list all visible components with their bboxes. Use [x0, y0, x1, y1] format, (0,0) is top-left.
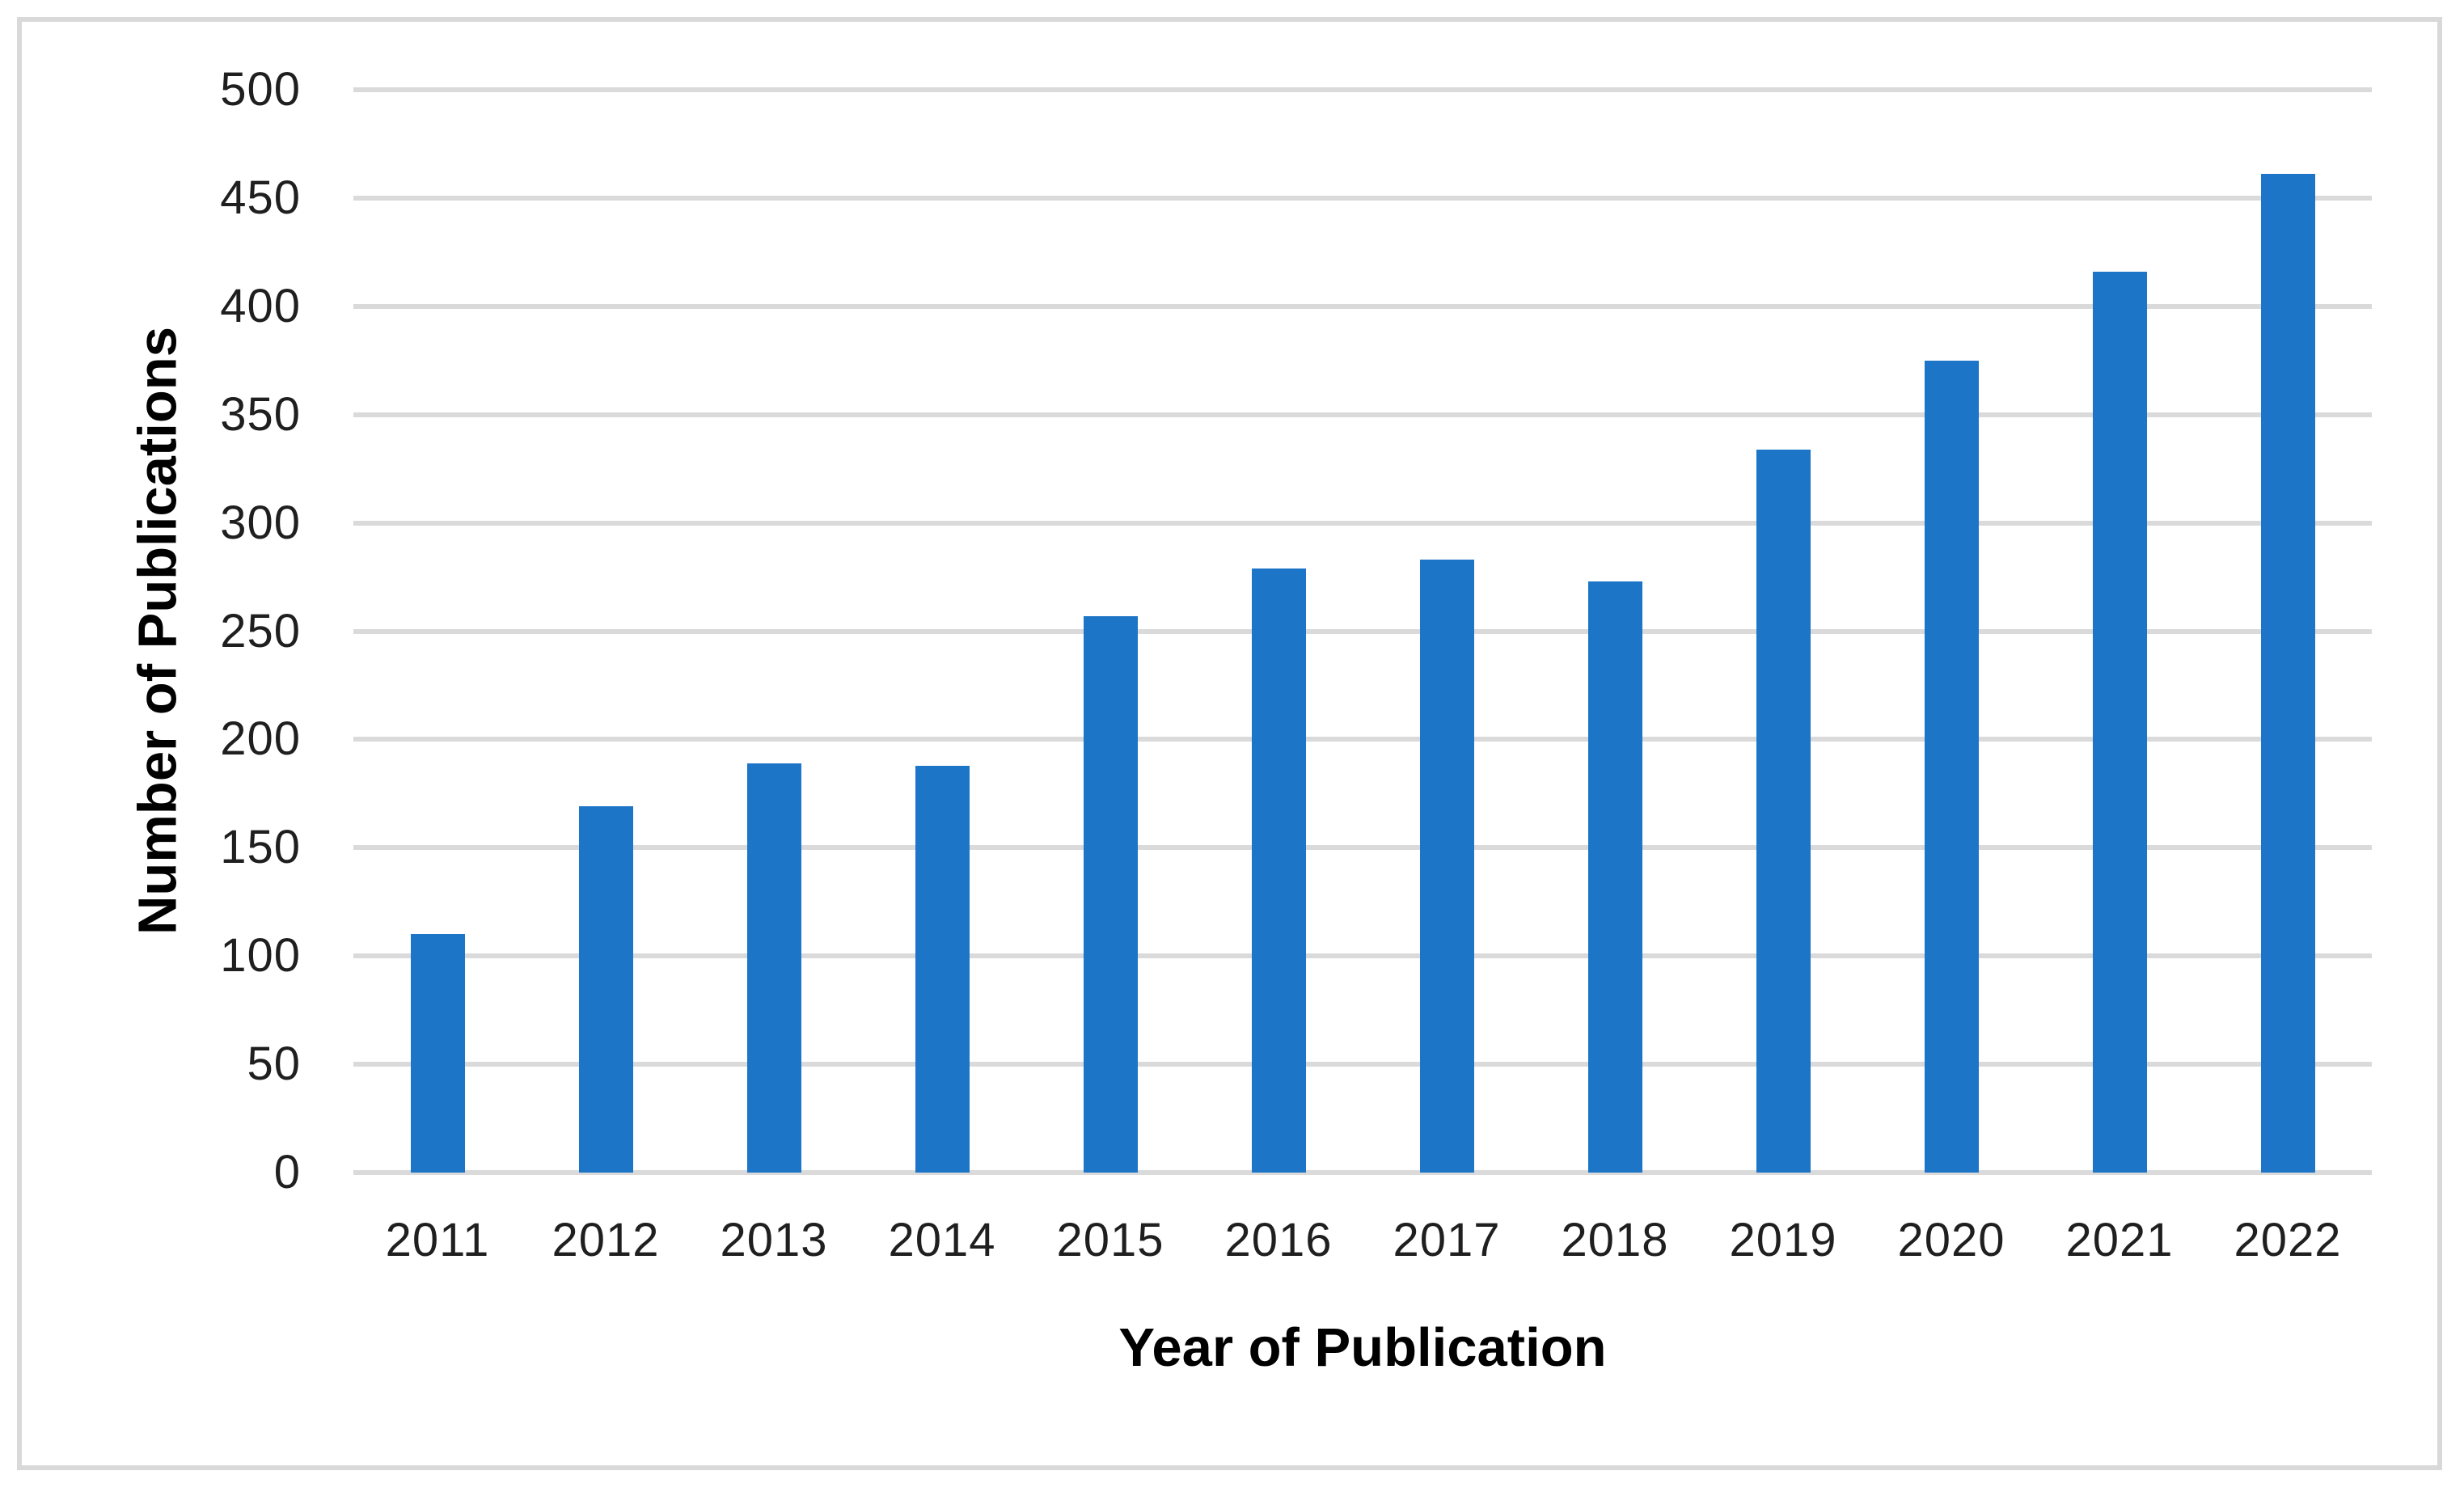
x-tick-label-2017: 2017 — [1393, 1214, 1501, 1266]
gridline-150 — [353, 845, 2372, 851]
y-tick-label-200: 200 — [220, 712, 301, 766]
gridline-350 — [353, 412, 2372, 417]
gridline-250 — [353, 628, 2372, 634]
bar-2021 — [2092, 271, 2147, 1173]
x-tick-label-2011: 2011 — [385, 1214, 490, 1266]
gridline-500 — [353, 87, 2372, 92]
y-tick-label-100: 100 — [220, 929, 301, 983]
gridline-200 — [353, 737, 2372, 742]
x-tick-label-2022: 2022 — [2234, 1214, 2342, 1266]
gridline-50 — [353, 1062, 2372, 1067]
bar-2015 — [1083, 615, 1138, 1173]
plot-area — [353, 87, 2372, 1175]
gridline-450 — [353, 195, 2372, 201]
gridline-100 — [353, 953, 2372, 959]
bar-2022 — [2260, 174, 2315, 1173]
x-tick-label-2018: 2018 — [1561, 1214, 1669, 1266]
x-tick-label-2020: 2020 — [1897, 1214, 2005, 1266]
x-tick-label-2012: 2012 — [552, 1214, 660, 1266]
bar-2020 — [1924, 360, 1979, 1173]
figure-border — [17, 17, 2442, 1470]
x-tick-label-2013: 2013 — [720, 1214, 828, 1266]
y-tick-label-250: 250 — [220, 604, 301, 657]
y-tick-label-0: 0 — [273, 1146, 301, 1198]
bar-2018 — [1587, 581, 1642, 1173]
x-tick-label-2014: 2014 — [888, 1214, 996, 1266]
x-tick-label-2016: 2016 — [1224, 1214, 1333, 1266]
y-tick-label-500: 500 — [220, 63, 301, 116]
gridline-400 — [353, 303, 2372, 309]
y-tick-label-300: 300 — [220, 496, 301, 549]
bar-2012 — [578, 806, 633, 1173]
bar-2014 — [915, 765, 970, 1173]
x-axis-title: Year of Publication — [1118, 1317, 1607, 1378]
bar-2019 — [1756, 449, 1811, 1173]
gridline-0 — [353, 1170, 2372, 1175]
x-tick-label-2015: 2015 — [1056, 1214, 1164, 1266]
gridline-300 — [353, 520, 2372, 526]
y-tick-label-50: 50 — [247, 1038, 301, 1091]
y-tick-label-400: 400 — [220, 279, 301, 332]
x-tick-label-2021: 2021 — [2065, 1214, 2174, 1266]
y-tick-label-450: 450 — [220, 171, 301, 224]
y-tick-label-350: 350 — [220, 387, 301, 441]
bar-2011 — [410, 934, 465, 1173]
bar-2017 — [1419, 560, 1474, 1173]
bar-2016 — [1251, 568, 1306, 1173]
y-tick-label-150: 150 — [220, 821, 301, 874]
bar-2013 — [746, 763, 801, 1173]
x-tick-label-2019: 2019 — [1729, 1214, 1837, 1266]
